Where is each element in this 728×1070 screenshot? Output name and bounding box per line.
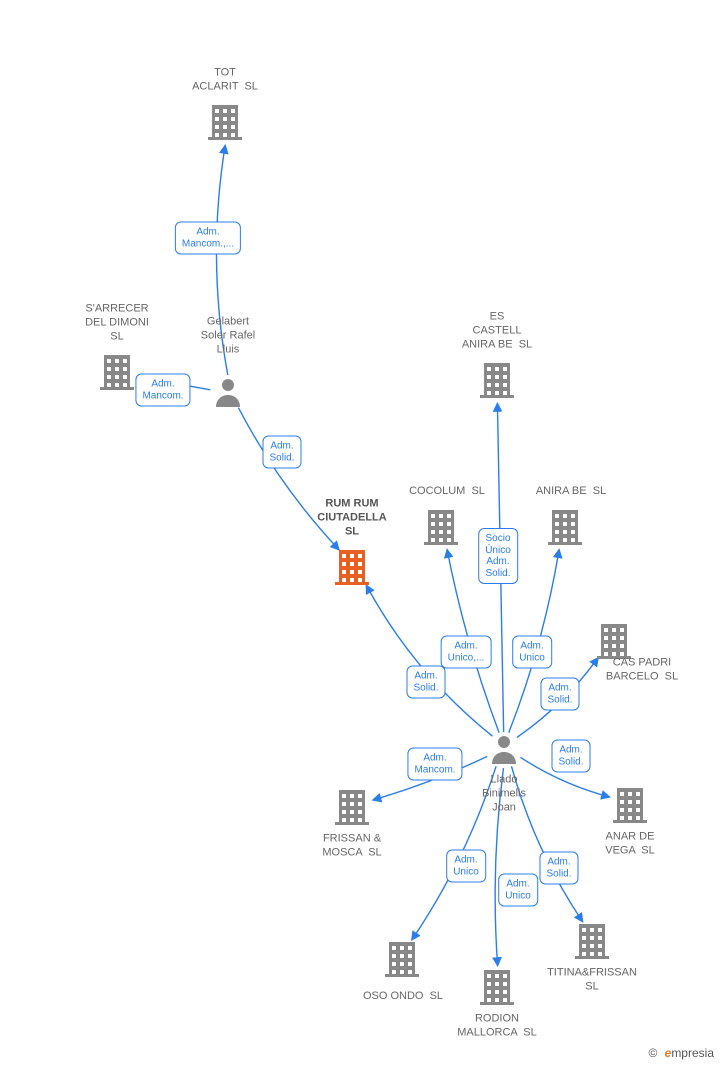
node-label-anira_be[interactable]: ANIRA BE SL: [536, 485, 606, 499]
node-label-tot_aclarit[interactable]: TOT ACLARIT SL: [192, 66, 258, 94]
node-label-es_castell[interactable]: ES CASTELL ANIRA BE SL: [462, 310, 532, 351]
node-label-oso_ondo[interactable]: OSO ONDO SL: [363, 990, 443, 1004]
edge-label-llado-rodion: Adm. Unico: [498, 874, 538, 907]
edge-label-llado-caspadri: Adm. Solid.: [540, 678, 579, 711]
node-label-cas_padri[interactable]: CAS PADRI BARCELO SL: [606, 656, 678, 684]
edge-label-llado-anirabe: Adm. Unico: [512, 636, 552, 669]
building-icon-cas_padri[interactable]: [597, 624, 631, 659]
brand-rest: mpresia: [671, 1046, 714, 1060]
building-icon-rum_rum[interactable]: [335, 550, 369, 585]
building-icon-cocolum[interactable]: [424, 510, 458, 545]
edge-label-llado-escastell: Socio Único Adm. Solid.: [478, 528, 518, 584]
edge-label-llado-osondo: Adm. Unico: [446, 850, 486, 883]
node-label-rum_rum[interactable]: RUM RUM CIUTADELLA SL: [317, 497, 386, 538]
edge-label-gelabert-rumrum: Adm. Solid.: [262, 436, 301, 469]
footer-copyright: © empresia: [648, 1046, 714, 1060]
building-icon-anar_de_vega[interactable]: [613, 788, 647, 823]
edge-label-llado-rumrum: Adm. Solid.: [406, 666, 445, 699]
building-icon-anira_be[interactable]: [548, 510, 582, 545]
node-label-frissan_mosca[interactable]: FRISSAN & MOSCA SL: [322, 832, 381, 860]
building-icon-sarrecer[interactable]: [100, 355, 134, 390]
edge-label-gelabert-tot: Adm. Mancom.,...: [175, 222, 241, 255]
node-label-rodion[interactable]: RODION MALLORCA SL: [457, 1012, 536, 1040]
building-icon-rodion[interactable]: [480, 970, 514, 1005]
building-icon-tot_aclarit[interactable]: [208, 105, 242, 140]
node-label-sarrecer[interactable]: S'ARRECER DEL DIMONI SL: [85, 302, 149, 343]
building-icon-oso_ondo[interactable]: [385, 942, 419, 977]
building-icon-titina[interactable]: [575, 924, 609, 959]
node-label-gelabert[interactable]: Gelabert Soler Rafel Lluis: [201, 315, 255, 356]
edge-label-llado-titina: Adm. Solid.: [539, 852, 578, 885]
node-label-cocolum[interactable]: COCOLUM SL: [409, 485, 485, 499]
edge-label-llado-anarvega: Adm. Solid.: [551, 740, 590, 773]
building-icon-frissan_mosca[interactable]: [335, 790, 369, 825]
building-icon-es_castell[interactable]: [480, 363, 514, 398]
person-icon-llado[interactable]: [492, 736, 516, 764]
node-label-titina[interactable]: TITINA&FRISSAN SL: [547, 966, 637, 994]
edge-label-llado-cocolum: Adm. Unico,...: [441, 636, 492, 669]
node-label-anar_de_vega[interactable]: ANAR DE VEGA SL: [605, 830, 655, 858]
node-label-llado[interactable]: Llado Binimelis Joan: [482, 773, 526, 814]
person-icon-gelabert[interactable]: [216, 379, 240, 407]
copyright-symbol: ©: [648, 1046, 657, 1060]
edge-label-gelabert-sarrecer: Adm. Mancom.: [135, 374, 190, 407]
edge-label-llado-frissan: Adm. Mancom.: [407, 748, 462, 781]
